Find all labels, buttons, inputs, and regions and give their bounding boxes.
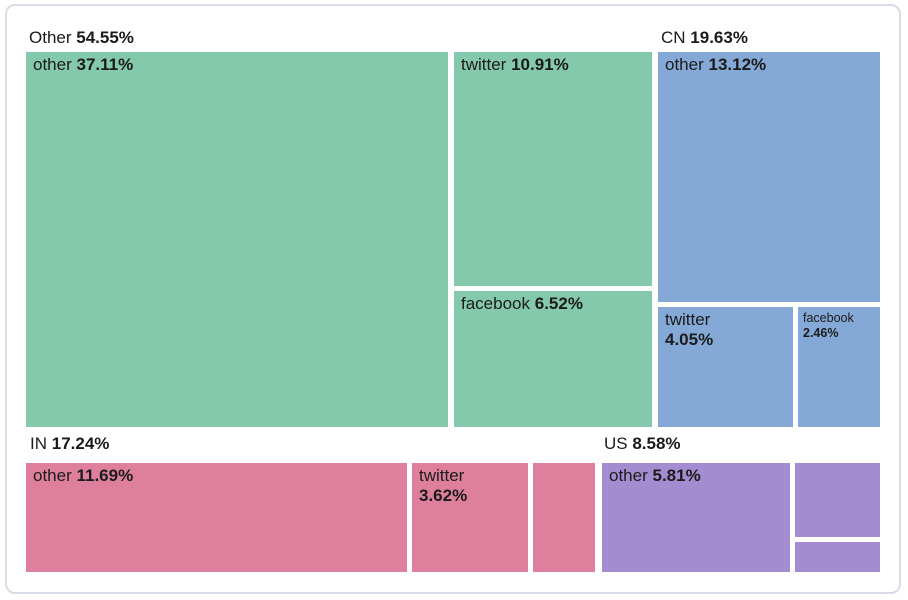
treemap-cell-us-unlabeled-2[interactable]: [795, 542, 880, 572]
group-value: 8.58%: [632, 434, 681, 453]
group-label: IN: [30, 434, 52, 453]
treemap-cell-cn-twitter[interactable]: twitter 4.05%: [658, 307, 793, 427]
treemap-cell-in-twitter[interactable]: twitter 3.62%: [412, 463, 528, 572]
treemap-cell-in-other[interactable]: other 11.69%: [26, 463, 407, 572]
cell-value: 11.69%: [76, 466, 134, 485]
treemap-cell-cn-other[interactable]: other 13.12%: [658, 52, 880, 302]
group-value: 17.24%: [51, 434, 110, 453]
cell-value: 5.81%: [652, 466, 701, 485]
treemap-group-header-in-group: IN 17.24%: [30, 434, 109, 454]
cell-label: other: [33, 466, 77, 485]
cell-value: 2.46%: [803, 326, 839, 340]
treemap-group-header-other-group: Other 54.55%: [29, 28, 134, 48]
cell-label: other: [609, 466, 653, 485]
cell-value: 13.12%: [708, 55, 767, 74]
treemap-cell-other-twitter[interactable]: twitter 10.91%: [454, 52, 652, 286]
cell-label: facebook: [461, 294, 535, 313]
cell-value: 37.11%: [76, 55, 134, 74]
treemap-cell-us-unlabeled-1[interactable]: [795, 463, 880, 537]
group-label: CN: [661, 28, 691, 47]
cell-value: 6.52%: [534, 294, 583, 313]
treemap-group-header-us-group: US 8.58%: [604, 434, 681, 454]
group-label: US: [604, 434, 633, 453]
cell-label: facebook: [803, 311, 854, 325]
treemap-cell-other-facebook[interactable]: facebook 6.52%: [454, 291, 652, 427]
cell-value: 3.62%: [419, 486, 468, 505]
cell-label: twitter: [419, 466, 465, 485]
cell-label: other: [33, 55, 77, 74]
cell-value: 10.91%: [511, 55, 569, 74]
treemap-cell-cn-facebook[interactable]: facebook 2.46%: [798, 307, 880, 427]
cell-label: other: [665, 55, 709, 74]
cell-value: 4.05%: [665, 330, 714, 349]
treemap-group-header-cn-group: CN 19.63%: [661, 28, 748, 48]
treemap-cell-us-other[interactable]: other 5.81%: [602, 463, 790, 572]
cell-label: twitter: [665, 310, 711, 329]
treemap-cell-in-unlabeled[interactable]: [533, 463, 595, 572]
cell-label: twitter: [461, 55, 512, 74]
group-label: Other: [29, 28, 77, 47]
group-value: 54.55%: [76, 28, 134, 47]
treemap-cell-other-other[interactable]: other 37.11%: [26, 52, 448, 427]
group-value: 19.63%: [690, 28, 748, 47]
